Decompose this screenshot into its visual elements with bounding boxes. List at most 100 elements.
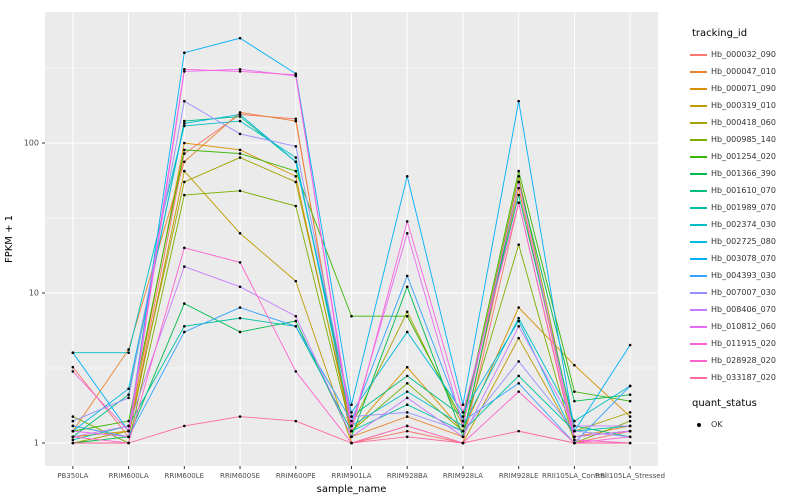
data-point [294, 370, 298, 373]
data-point [517, 382, 520, 385]
data-point [183, 99, 186, 103]
legend-label: Hb_003078_070 [711, 254, 776, 263]
legend-item: Hb_011915_020 [690, 335, 800, 352]
plot-area: 1 10 100 PB350LA RRIM600LA RRIM600LE RRIM600SE… [4, 12, 665, 495]
data-point [517, 243, 520, 246]
data-point [405, 403, 409, 407]
data-point [183, 122, 186, 125]
data-point [127, 396, 130, 400]
data-point [71, 424, 75, 428]
data-point [183, 246, 186, 250]
data-point [238, 115, 242, 118]
legend-key-line-icon [690, 46, 707, 63]
data-point [628, 435, 632, 439]
legend-key-line-icon [690, 114, 707, 131]
legend-label: Hb_011915_020 [711, 339, 776, 348]
data-point [517, 193, 520, 197]
legend-item: Hb_001254_020 [690, 148, 800, 165]
data-point [573, 429, 576, 433]
data-point [350, 424, 353, 428]
data-point [517, 360, 520, 363]
legend-item: Hb_007007_030 [690, 284, 800, 301]
quant-status-items: OK [690, 416, 800, 433]
data-point [294, 319, 298, 323]
legend-key-line-icon [690, 284, 707, 301]
legend-item: Hb_000071_090 [690, 80, 800, 97]
data-point [517, 99, 520, 103]
data-point [461, 415, 465, 418]
legend-item: Hb_010812_060 [690, 318, 800, 335]
data-point [628, 441, 632, 445]
x-tick-label: RRIM928BA [387, 472, 428, 480]
legend-label: Hb_000319_010 [711, 101, 776, 110]
data-point [238, 36, 242, 40]
data-point [573, 424, 576, 428]
data-point [238, 232, 242, 235]
data-point [127, 393, 130, 396]
data-point [517, 374, 520, 378]
data-point [461, 403, 465, 407]
data-point [461, 419, 465, 423]
data-point [405, 274, 409, 278]
data-point [405, 310, 409, 314]
legend-label: Hb_028928_020 [711, 356, 776, 365]
legend: tracking_id Hb_000032_090 Hb_000047_010 Hb… [690, 0, 800, 500]
data-point [183, 141, 186, 145]
data-point [517, 336, 520, 340]
data-point [294, 174, 298, 178]
legend-label: Hb_010812_060 [711, 322, 776, 331]
data-point [127, 351, 130, 354]
x-tick-label: RRIM600PE [276, 472, 316, 480]
data-point [238, 306, 242, 309]
data-point [294, 204, 298, 208]
data-point [294, 145, 298, 148]
legend-quant-status: quant_status OK [690, 398, 800, 433]
legend-item: Hb_001989_070 [690, 199, 800, 216]
legend-item: Hb_001366_390 [690, 165, 800, 182]
y-tick-label: 1 [34, 439, 39, 448]
data-point [183, 160, 186, 164]
data-point [628, 415, 632, 418]
data-point [350, 419, 353, 423]
legend-key-point-icon [690, 416, 707, 433]
data-point [183, 324, 186, 328]
data-point [405, 411, 409, 414]
data-point [517, 174, 520, 178]
data-point [405, 374, 409, 378]
legend-key-line-icon [690, 63, 707, 80]
data-point [238, 415, 242, 418]
legend-item: Hb_033187_020 [690, 369, 800, 386]
data-point [405, 396, 409, 400]
data-point [573, 419, 576, 423]
data-point [405, 232, 409, 235]
data-point [183, 180, 186, 184]
data-point [573, 441, 576, 445]
data-point [573, 438, 576, 442]
data-point [517, 201, 520, 204]
data-point [183, 302, 186, 305]
x-tick-label: RRIM928LA [443, 472, 483, 480]
data-point [238, 285, 242, 289]
data-point [461, 424, 465, 428]
legend-title-tracking-id: tracking_id [692, 28, 748, 39]
legend-item: Hb_002374_030 [690, 216, 800, 233]
data-point [294, 314, 298, 318]
data-point [517, 390, 520, 393]
data-point [461, 411, 465, 414]
data-point [183, 265, 186, 268]
data-point [405, 382, 409, 385]
quant-status-label: OK [711, 420, 723, 429]
legend-item: Hb_000032_090 [690, 46, 800, 63]
data-point [628, 343, 632, 347]
legend-title-quant-status: quant_status [692, 398, 757, 409]
quant-status-item: OK [690, 416, 800, 433]
data-point [405, 415, 409, 418]
legend-label: Hb_000071_090 [711, 84, 776, 93]
legend-label: Hb_004393_030 [711, 271, 776, 280]
legend-item: Hb_008406_070 [690, 301, 800, 318]
data-point [71, 441, 75, 445]
x-tick-label: RRII105LA_Control [542, 472, 607, 480]
data-point [517, 316, 520, 320]
data-point [294, 279, 298, 283]
data-point [238, 330, 242, 334]
